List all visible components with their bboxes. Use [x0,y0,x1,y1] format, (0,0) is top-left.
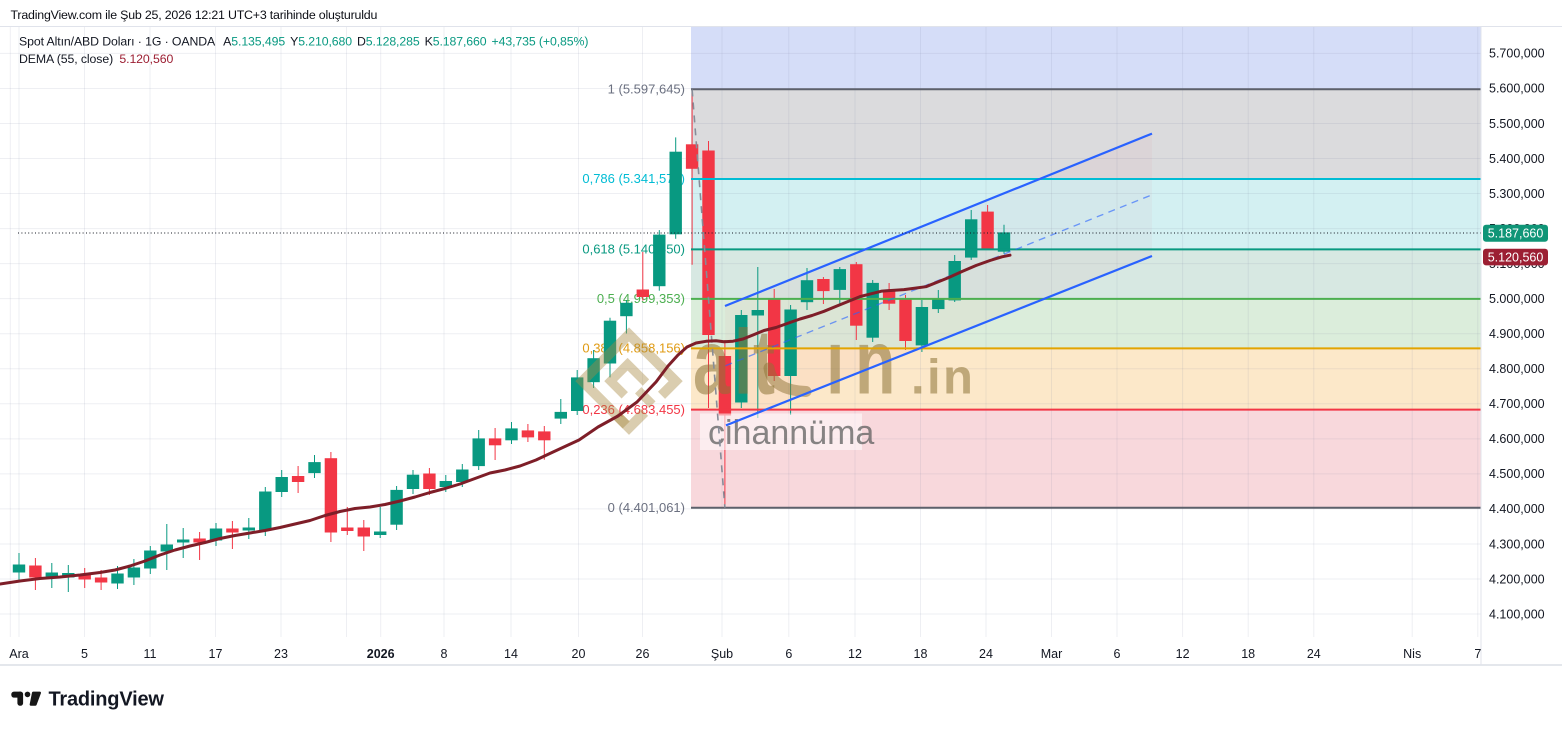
svg-text:2026: 2026 [367,647,395,661]
svg-text:23: 23 [274,647,288,661]
svg-text:4.600,000: 4.600,000 [1489,432,1545,446]
svg-text:6: 6 [1114,647,1121,661]
svg-text:17: 17 [209,647,223,661]
svg-text:TradingView.com ile Şub 25, 20: TradingView.com ile Şub 25, 2026 12:21 U… [11,8,378,22]
svg-text:5.300,000: 5.300,000 [1489,187,1545,201]
svg-text:4.200,000: 4.200,000 [1489,572,1545,586]
svg-text:5.500,000: 5.500,000 [1489,117,1545,131]
svg-text:5.187,660: 5.187,660 [1488,227,1544,241]
svg-text:1 (5.597,645): 1 (5.597,645) [608,82,685,97]
svg-text:0,786 (5.341,576): 0,786 (5.341,576) [582,171,685,186]
svg-text:5.120,560: 5.120,560 [1488,250,1544,264]
svg-text:4.400,000: 4.400,000 [1489,502,1545,516]
svg-text:5.400,000: 5.400,000 [1489,152,1545,166]
svg-text:4.100,000: 4.100,000 [1489,607,1545,621]
svg-text:24: 24 [979,647,993,661]
svg-text:12: 12 [1176,647,1190,661]
svg-text:14: 14 [504,647,518,661]
svg-text:Nis: Nis [1403,647,1421,661]
svg-text:4.300,000: 4.300,000 [1489,537,1545,551]
svg-text:0 (4.401,061): 0 (4.401,061) [608,500,685,515]
svg-text:5.000,000: 5.000,000 [1489,292,1545,306]
svg-text:TradingView: TradingView [49,689,165,711]
svg-text:Şub: Şub [711,647,733,661]
svg-text:12: 12 [848,647,862,661]
svg-text:DEMA (55, close) 5.120,560: DEMA (55, close) 5.120,560 [19,52,173,66]
svg-text:6: 6 [785,647,792,661]
svg-text:7: 7 [1474,647,1481,661]
svg-text:0,5 (4.999,353): 0,5 (4.999,353) [597,291,685,306]
svg-text:26: 26 [636,647,650,661]
svg-text:Ara: Ara [9,647,29,661]
svg-text:cihannüma: cihannüma [708,414,874,452]
svg-text:8: 8 [441,647,448,661]
svg-text:4.500,000: 4.500,000 [1489,467,1545,481]
svg-text:18: 18 [1241,647,1255,661]
svg-text:24: 24 [1307,647,1321,661]
svg-text:11: 11 [144,647,157,661]
svg-text:20: 20 [572,647,586,661]
svg-text:5: 5 [81,647,88,661]
svg-text:0,236 (4.683,455): 0,236 (4.683,455) [582,402,685,417]
svg-text:Spot Altın/ABD Doları · 1G · O: Spot Altın/ABD Doları · 1G · OANDA A5.135… [19,35,588,49]
svg-text:4.800,000: 4.800,000 [1489,362,1545,376]
svg-text:5.700,000: 5.700,000 [1489,47,1545,61]
svg-text:4.900,000: 4.900,000 [1489,327,1545,341]
svg-text:4.700,000: 4.700,000 [1489,397,1545,411]
svg-text:18: 18 [914,647,928,661]
svg-text:Mar: Mar [1041,647,1063,661]
svg-text:5.600,000: 5.600,000 [1489,82,1545,96]
svg-text:0,618 (5.140,550): 0,618 (5.140,550) [582,242,685,257]
